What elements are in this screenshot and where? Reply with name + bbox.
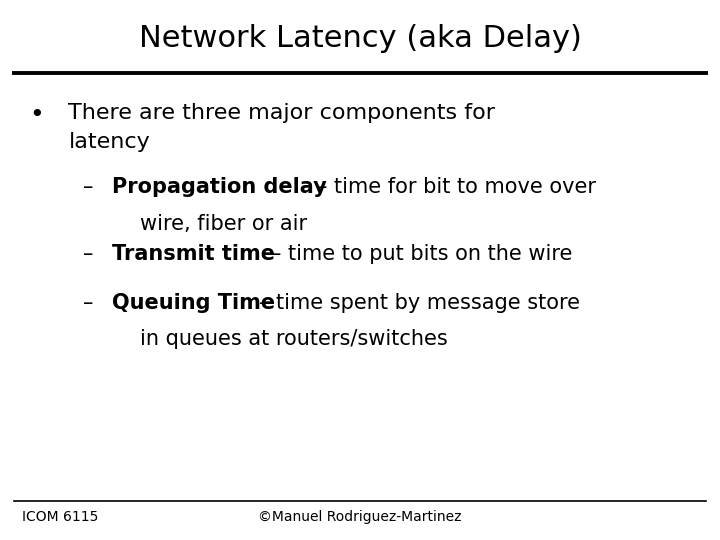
Text: Network Latency (aka Delay): Network Latency (aka Delay) [138, 24, 582, 53]
Text: – time for bit to move over: – time for bit to move over [317, 177, 596, 197]
Text: latency: latency [68, 132, 150, 152]
Text: – time spent by message store: – time spent by message store [259, 293, 580, 313]
Text: Queuing Time: Queuing Time [112, 293, 275, 313]
Text: wire, fiber or air: wire, fiber or air [140, 214, 307, 234]
Text: ©Manuel Rodriguez-Martinez: ©Manuel Rodriguez-Martinez [258, 510, 462, 524]
Text: – time to put bits on the wire: – time to put bits on the wire [271, 244, 573, 264]
Text: There are three major components for: There are three major components for [68, 103, 495, 123]
Text: Propagation delay: Propagation delay [112, 177, 326, 197]
Text: Transmit time: Transmit time [112, 244, 274, 264]
Text: –: – [83, 177, 93, 197]
Text: in queues at routers/switches: in queues at routers/switches [140, 329, 448, 349]
Text: ICOM 6115: ICOM 6115 [22, 510, 98, 524]
Text: –: – [83, 244, 93, 264]
Text: –: – [83, 293, 93, 313]
Text: •: • [29, 103, 43, 126]
